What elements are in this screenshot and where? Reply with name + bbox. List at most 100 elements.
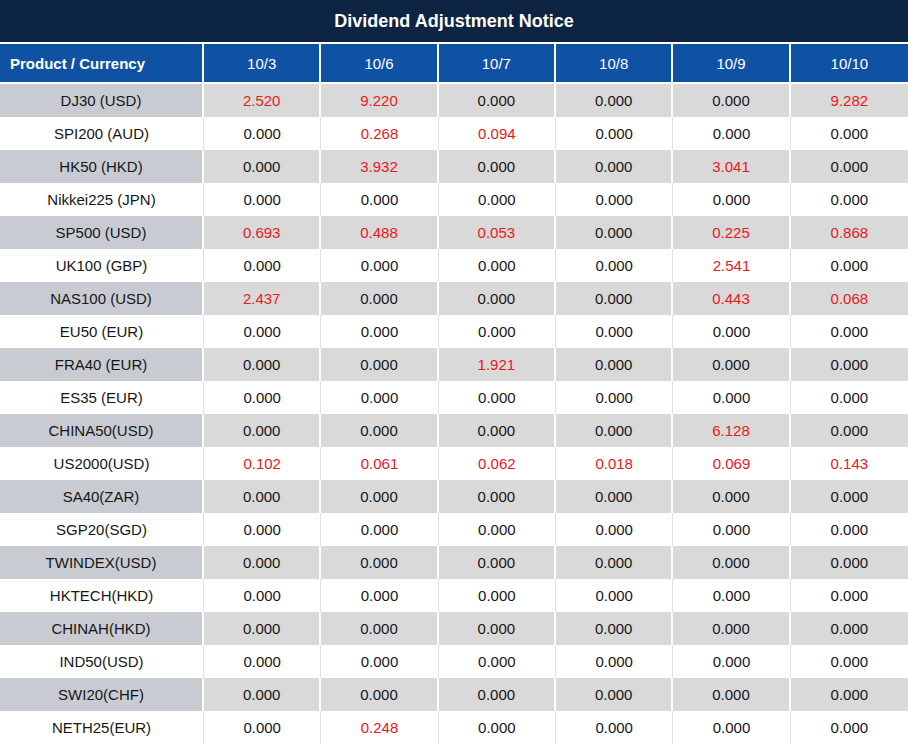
dividend-value-cell: 0.000 [439, 84, 556, 117]
dividend-value-cell: 3.041 [673, 150, 790, 183]
column-header-product-currency: Product / Currency [0, 44, 204, 84]
dividend-value-cell: 0.000 [556, 414, 673, 447]
dividend-value-cell: 0.000 [673, 513, 790, 546]
dividend-value-cell: 0.000 [321, 678, 438, 711]
dividend-value-cell: 0.000 [321, 348, 438, 381]
dividend-value-cell: 0.000 [673, 84, 790, 117]
row-label: TWINDEX(USD) [0, 546, 204, 579]
dividend-value-cell: 0.000 [673, 546, 790, 579]
dividend-value-cell: 0.000 [204, 678, 321, 711]
dividend-value-cell: 0.000 [321, 612, 438, 645]
dividend-value-cell: 0.488 [321, 216, 438, 249]
dividend-value-cell: 0.000 [321, 381, 438, 414]
dividend-value-cell: 0.000 [556, 84, 673, 117]
dividend-value-cell: 0.868 [791, 216, 908, 249]
dividend-value-cell: 0.000 [439, 150, 556, 183]
row-label: SWI20(CHF) [0, 678, 204, 711]
dividend-value-cell: 0.000 [204, 414, 321, 447]
row-label: CHINA50(USD) [0, 414, 204, 447]
dividend-value-cell: 0.000 [439, 183, 556, 216]
dividend-value-cell: 0.061 [321, 447, 438, 480]
dividend-value-cell: 0.000 [204, 480, 321, 513]
dividend-value-cell: 0.000 [673, 579, 790, 612]
table-header-row: Product / Currency10/310/610/710/810/910… [0, 44, 908, 84]
table-row: CHINA50(USD)0.0000.0000.0000.0006.1280.0… [0, 414, 908, 447]
dividend-value-cell: 0.000 [791, 381, 908, 414]
dividend-value-cell: 0.068 [791, 282, 908, 315]
dividend-value-cell: 6.128 [673, 414, 790, 447]
row-label: SA40(ZAR) [0, 480, 204, 513]
dividend-value-cell: 0.000 [204, 117, 321, 150]
column-header-date: 10/7 [439, 44, 556, 84]
dividend-value-cell: 0.268 [321, 117, 438, 150]
dividend-value-cell: 0.000 [556, 183, 673, 216]
table-row: SWI20(CHF)0.0000.0000.0000.0000.0000.000 [0, 678, 908, 711]
dividend-value-cell: 0.000 [673, 348, 790, 381]
dividend-value-cell: 2.541 [673, 249, 790, 282]
table-row: SA40(ZAR)0.0000.0000.0000.0000.0000.000 [0, 480, 908, 513]
dividend-value-cell: 0.000 [439, 414, 556, 447]
dividend-value-cell: 0.000 [556, 678, 673, 711]
row-label: HKTECH(HKD) [0, 579, 204, 612]
dividend-value-cell: 9.282 [791, 84, 908, 117]
dividend-value-cell: 0.000 [439, 678, 556, 711]
dividend-value-cell: 0.069 [673, 447, 790, 480]
dividend-value-cell: 0.000 [556, 249, 673, 282]
table-row: SP500 (USD)0.6930.4880.0530.0000.2250.86… [0, 216, 908, 249]
dividend-value-cell: 0.000 [321, 513, 438, 546]
dividend-value-cell: 0.000 [673, 117, 790, 150]
table-row: FRA40 (EUR)0.0000.0001.9210.0000.0000.00… [0, 348, 908, 381]
table-row: ES35 (EUR)0.0000.0000.0000.0000.0000.000 [0, 381, 908, 414]
dividend-value-cell: 0.000 [673, 645, 790, 678]
dividend-value-cell: 0.000 [791, 546, 908, 579]
column-header-date: 10/10 [791, 44, 908, 84]
dividend-value-cell: 0.062 [439, 447, 556, 480]
dividend-value-cell: 0.000 [556, 282, 673, 315]
dividend-value-cell: 0.000 [791, 150, 908, 183]
dividend-value-cell: 0.000 [791, 513, 908, 546]
dividend-value-cell: 0.000 [556, 579, 673, 612]
dividend-value-cell: 0.000 [439, 315, 556, 348]
dividend-value-cell: 0.000 [439, 645, 556, 678]
dividend-value-cell: 0.000 [556, 546, 673, 579]
dividend-value-cell: 0.143 [791, 447, 908, 480]
dividend-value-cell: 0.000 [321, 282, 438, 315]
table-row: SGP20(SGD)0.0000.0000.0000.0000.0000.000 [0, 513, 908, 546]
row-label: SP500 (USD) [0, 216, 204, 249]
dividend-value-cell: 0.000 [791, 645, 908, 678]
table-row: EU50 (EUR)0.0000.0000.0000.0000.0000.000 [0, 315, 908, 348]
table-row: NETH25(EUR)0.0000.2480.0000.0000.0000.00… [0, 711, 908, 744]
column-header-date: 10/3 [204, 44, 321, 84]
dividend-value-cell: 0.000 [556, 513, 673, 546]
dividend-value-cell: 0.000 [673, 183, 790, 216]
table-row: CHINAH(HKD)0.0000.0000.0000.0000.0000.00… [0, 612, 908, 645]
dividend-value-cell: 0.000 [204, 579, 321, 612]
dividend-value-cell: 0.000 [439, 381, 556, 414]
dividend-value-cell: 0.000 [556, 315, 673, 348]
row-label: SPI200 (AUD) [0, 117, 204, 150]
table-row: US2000(USD)0.1020.0610.0620.0180.0690.14… [0, 447, 908, 480]
dividend-value-cell: 0.000 [204, 183, 321, 216]
dividend-table: Product / Currency10/310/610/710/810/910… [0, 44, 908, 744]
dividend-value-cell: 0.000 [673, 480, 790, 513]
page-title: Dividend Adjustment Notice [0, 0, 908, 44]
dividend-value-cell: 0.000 [556, 150, 673, 183]
dividend-value-cell: 0.000 [321, 315, 438, 348]
dividend-value-cell: 0.225 [673, 216, 790, 249]
dividend-value-cell: 0.000 [791, 711, 908, 744]
dividend-value-cell: 1.921 [439, 348, 556, 381]
dividend-value-cell: 0.000 [791, 480, 908, 513]
dividend-value-cell: 0.000 [791, 183, 908, 216]
dividend-value-cell: 0.000 [204, 150, 321, 183]
table-row: UK100 (GBP)0.0000.0000.0000.0002.5410.00… [0, 249, 908, 282]
dividend-value-cell: 0.000 [556, 711, 673, 744]
row-label: CHINAH(HKD) [0, 612, 204, 645]
dividend-value-cell: 0.000 [321, 546, 438, 579]
dividend-value-cell: 0.000 [204, 711, 321, 744]
row-label: NAS100 (USD) [0, 282, 204, 315]
column-header-date: 10/9 [673, 44, 790, 84]
dividend-value-cell: 0.000 [204, 381, 321, 414]
table-row: NAS100 (USD)2.4370.0000.0000.0000.4430.0… [0, 282, 908, 315]
dividend-value-cell: 0.000 [791, 117, 908, 150]
row-label: IND50(USD) [0, 645, 204, 678]
